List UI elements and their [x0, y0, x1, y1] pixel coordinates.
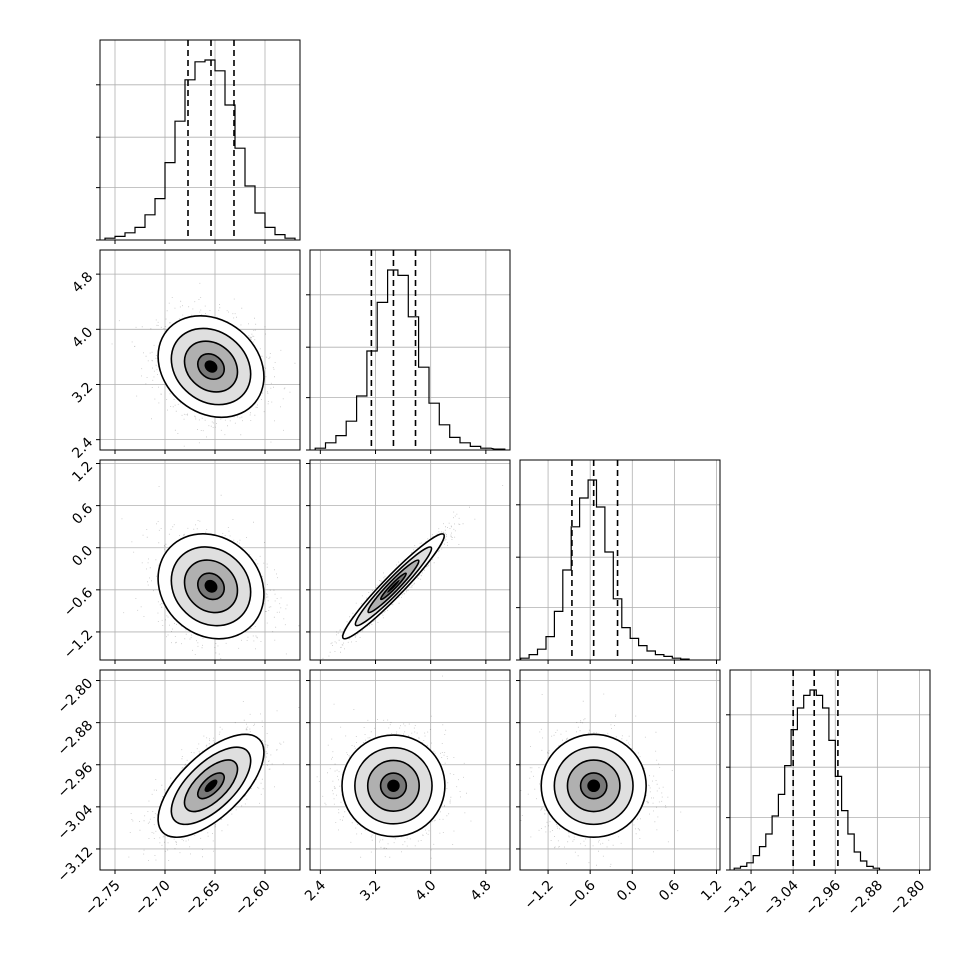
- y-tick-label: −2.80: [55, 676, 97, 718]
- panel-frame: [99, 249, 301, 451]
- y-tick-label: −3.04: [55, 802, 97, 844]
- x-tick-label: 4.0: [412, 877, 439, 904]
- histogram-step: [104, 59, 296, 240]
- x-tick-label: −2.65: [182, 877, 224, 919]
- x-tick-label: −2.80: [887, 877, 929, 919]
- x-tick-label: 4.8: [468, 877, 495, 904]
- x-tick-label: −1.2: [521, 877, 556, 912]
- contour-line: [196, 572, 226, 601]
- y-tick-label: 0.6: [69, 501, 96, 528]
- panel-frame: [309, 669, 511, 871]
- contour-line: [354, 746, 433, 825]
- scatter-density-panel: [96, 249, 301, 454]
- contour-line: [157, 314, 265, 419]
- contour-line: [170, 546, 252, 627]
- contour-line: [341, 533, 446, 640]
- scatter-density-panel: [306, 669, 511, 874]
- histogram-step: [314, 269, 506, 450]
- contour-line: [170, 746, 252, 826]
- contour-line: [579, 772, 608, 800]
- contour-line: [157, 533, 265, 640]
- x-tick-label: 0.6: [656, 877, 683, 904]
- y-tick-label: 4.8: [69, 269, 96, 296]
- x-tick-label: −0.6: [564, 877, 599, 912]
- contour-line: [183, 340, 239, 393]
- y-tick-label: 1.2: [69, 458, 96, 485]
- x-tick-label: −2.60: [232, 877, 274, 919]
- contour-line: [183, 759, 239, 813]
- panel-frame: [99, 669, 301, 871]
- y-tick-label: 3.2: [69, 379, 96, 406]
- scatter-density-panel: [96, 669, 301, 874]
- density-peak: [587, 779, 601, 793]
- x-tick-label: −2.88: [844, 877, 886, 919]
- y-tick-label: −1.2: [61, 627, 96, 662]
- contour-line: [170, 327, 252, 406]
- histogram-step: [733, 689, 881, 870]
- histogram-panel: [96, 39, 301, 244]
- x-tick-label: −3.04: [760, 877, 802, 919]
- density-peak: [387, 579, 400, 593]
- contour-line: [366, 759, 420, 812]
- x-tick-label: 0.0: [614, 877, 641, 904]
- contour-line: [196, 772, 226, 800]
- panel-frame: [99, 459, 301, 661]
- contour-line: [553, 746, 634, 826]
- y-tick-label: −0.6: [61, 585, 96, 620]
- contour-line: [354, 546, 433, 627]
- density-peak: [204, 779, 218, 793]
- x-tick-label: 3.2: [357, 877, 384, 904]
- density-peak: [204, 360, 218, 373]
- panel-frame: [729, 669, 931, 871]
- histogram-panel: [516, 459, 721, 664]
- panel-frame: [309, 459, 511, 661]
- panel-frame: [519, 669, 721, 871]
- histogram-panel: [306, 249, 511, 454]
- y-tick-label: 0.0: [69, 543, 96, 570]
- density-peak: [387, 779, 400, 792]
- y-tick-label: 4.0: [69, 324, 96, 351]
- scatter-density-panel: [516, 669, 721, 874]
- contour-line: [183, 559, 239, 614]
- x-tick-label: −2.75: [82, 877, 124, 919]
- scatter-density-panel: [96, 459, 301, 664]
- y-tick-label: 2.4: [69, 435, 96, 462]
- x-tick-label: 2.4: [302, 877, 329, 904]
- contour-line: [540, 733, 647, 839]
- scatter-density-panel: [306, 459, 511, 664]
- histogram-panel: [726, 669, 931, 874]
- x-tick-label: −3.12: [718, 877, 760, 919]
- contour-line: [341, 734, 446, 838]
- x-tick-label: −2.96: [802, 877, 844, 919]
- x-tick-label: 1.2: [698, 877, 725, 904]
- y-tick-label: −3.12: [55, 844, 97, 886]
- panel-frame: [309, 249, 511, 451]
- contour-line: [157, 733, 265, 839]
- density-peak: [204, 579, 218, 593]
- contour-line: [379, 772, 408, 800]
- contour-line: [566, 759, 621, 813]
- y-tick-label: −2.88: [55, 718, 97, 760]
- panel-frame: [99, 39, 301, 241]
- y-tick-label: −2.96: [55, 760, 97, 802]
- contour-line: [196, 353, 226, 381]
- x-tick-label: −2.70: [132, 877, 174, 919]
- contour-line: [367, 559, 420, 614]
- contour-line: [379, 572, 407, 601]
- histogram-step: [520, 479, 690, 660]
- panel-frame: [519, 459, 721, 661]
